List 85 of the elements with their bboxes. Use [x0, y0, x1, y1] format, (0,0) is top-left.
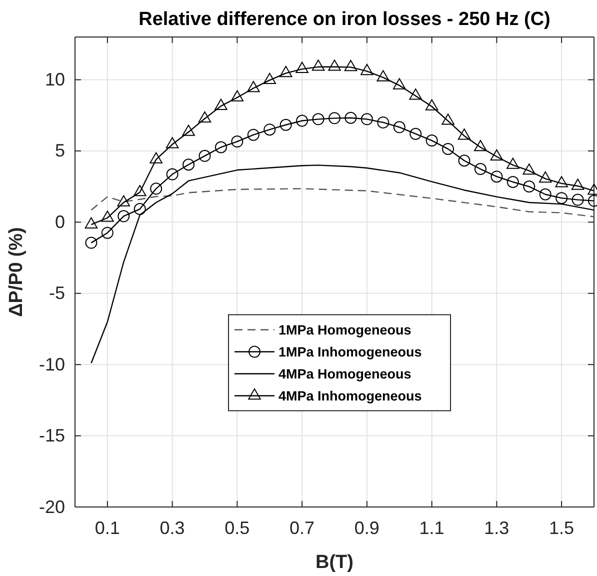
point [392, 78, 406, 90]
point [490, 170, 503, 183]
point [426, 134, 438, 147]
x-tick-label: 0.1 [94, 518, 120, 538]
y-tick-label: -10 [38, 354, 65, 374]
point [263, 72, 276, 84]
point [247, 128, 260, 141]
point [214, 98, 228, 110]
legend-label: 4MPa Homogeneous [278, 366, 412, 382]
point [377, 116, 390, 128]
x-tick-label: 0.5 [224, 518, 250, 538]
point [409, 88, 422, 100]
x-tick-label: 0.3 [160, 518, 185, 538]
legend-label: 1MPa Homogeneous [278, 322, 412, 338]
point [571, 178, 584, 190]
point [134, 203, 146, 216]
x-axis-title: B(T) [316, 552, 354, 573]
y-tick-label: 0 [54, 212, 65, 232]
y-tick-label: 10 [44, 69, 65, 90]
point [296, 114, 308, 127]
point [360, 113, 373, 126]
y-tick-label: -15 [38, 426, 65, 446]
point [231, 136, 244, 148]
point [376, 70, 390, 82]
x-tick-label: 1.5 [549, 518, 574, 538]
point [555, 176, 568, 188]
legend-label: 4MPa Inhomogeneous [278, 388, 422, 404]
point [442, 142, 454, 155]
point [474, 163, 486, 176]
point [198, 111, 212, 123]
point [312, 113, 324, 126]
point [572, 194, 584, 206]
point [230, 90, 244, 102]
line-series [90, 164, 595, 364]
point [344, 60, 358, 72]
y-axis-title: ΔP/P0 (%) [6, 227, 27, 317]
point [523, 180, 536, 193]
point [182, 158, 195, 171]
point [425, 99, 438, 110]
point [166, 137, 179, 148]
point [538, 171, 552, 183]
point [360, 64, 374, 76]
point [410, 128, 422, 140]
point [85, 236, 98, 249]
point [279, 66, 292, 78]
point [280, 118, 292, 131]
point [118, 210, 130, 222]
y-tick-label: -20 [38, 496, 65, 517]
point [458, 154, 470, 167]
point [393, 121, 406, 134]
x-tick-label: 1.3 [484, 518, 510, 538]
point [182, 124, 195, 136]
legend-label: 1MPa Inhomogeneous [278, 344, 422, 360]
point [150, 152, 162, 164]
y-tick-label: 5 [54, 140, 65, 161]
x-tick-label: 0.7 [290, 518, 315, 538]
point [474, 140, 487, 152]
point [166, 168, 178, 180]
point [506, 158, 520, 169]
point [214, 141, 227, 154]
point [344, 112, 357, 124]
point [522, 163, 536, 175]
x-tick-label: 0.9 [354, 518, 380, 538]
point [117, 195, 130, 206]
chart-title: Relative difference on iron losses - 250 Hz (C) [138, 9, 550, 30]
point [328, 112, 340, 124]
point [198, 150, 211, 162]
point [101, 226, 114, 239]
point [556, 192, 568, 204]
point [247, 80, 260, 92]
point [150, 182, 162, 195]
point [264, 124, 276, 136]
point [296, 62, 308, 73]
y-tick-label: -5 [48, 283, 65, 304]
point [458, 128, 471, 140]
point [133, 184, 146, 196]
point [490, 149, 504, 161]
point [101, 210, 114, 222]
point [442, 114, 454, 125]
point [506, 176, 519, 188]
point [312, 60, 325, 71]
point [539, 188, 552, 200]
line-series [90, 188, 595, 218]
point [328, 60, 341, 71]
x-tick-label: 1.1 [419, 518, 444, 538]
